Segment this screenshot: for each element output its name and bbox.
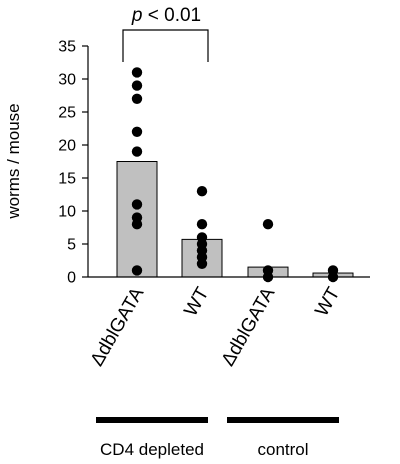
significance-bracket-0 bbox=[122, 29, 209, 62]
data-point-0-7 bbox=[131, 219, 143, 230]
y-tick-label-3: 15 bbox=[58, 171, 76, 188]
y-tick-label-4: 20 bbox=[58, 138, 76, 155]
significance-label-0: p < 0.01 bbox=[131, 5, 201, 26]
group-label-0: CD4 depleted bbox=[100, 440, 204, 459]
data-point-0-0 bbox=[131, 67, 143, 78]
y-tick-label-6: 30 bbox=[58, 72, 76, 89]
group-bar-0 bbox=[96, 417, 208, 423]
data-point-2-0 bbox=[262, 219, 274, 230]
data-point-0-5 bbox=[131, 199, 143, 210]
significance-annotation: p < 0.01 bbox=[122, 5, 209, 62]
group-label-1: control bbox=[257, 440, 308, 459]
data-point-0-4 bbox=[131, 146, 143, 157]
data-point-1-6 bbox=[196, 258, 208, 269]
data-point-0-2 bbox=[131, 93, 143, 105]
group-bar-1 bbox=[227, 417, 339, 423]
data-point-1-1 bbox=[196, 219, 208, 230]
y-tick-label-2: 10 bbox=[58, 204, 76, 221]
y-tick-label-5: 25 bbox=[58, 105, 76, 122]
bars bbox=[116, 161, 354, 278]
y-axis-title: worms / mouse bbox=[4, 103, 23, 219]
data-point-1-0 bbox=[196, 186, 208, 197]
y-tick-label-7: 35 bbox=[58, 39, 76, 56]
y-ticks: 0 5 10 15 20 25 30 35 bbox=[58, 39, 88, 287]
y-tick-label-0: 0 bbox=[67, 270, 76, 287]
y-tick-label-1: 5 bbox=[67, 237, 76, 254]
x-tick-label-1: WT bbox=[180, 284, 213, 320]
data-point-0-3 bbox=[131, 126, 143, 137]
x-tick-label-2: ΔdblGATA bbox=[218, 284, 280, 370]
significance-p: p bbox=[131, 5, 143, 26]
significance-value: < 0.01 bbox=[142, 5, 201, 26]
x-tick-label-3: WT bbox=[311, 284, 344, 320]
x-labels: ΔdblGATA WT ΔdblGATA WT bbox=[87, 284, 345, 370]
x-tick-label-0: ΔdblGATA bbox=[87, 284, 149, 370]
data-point-0-1 bbox=[131, 80, 143, 91]
data-points bbox=[131, 67, 339, 283]
data-point-0-8 bbox=[131, 265, 143, 276]
groups: CD4 depleted control bbox=[96, 417, 339, 459]
